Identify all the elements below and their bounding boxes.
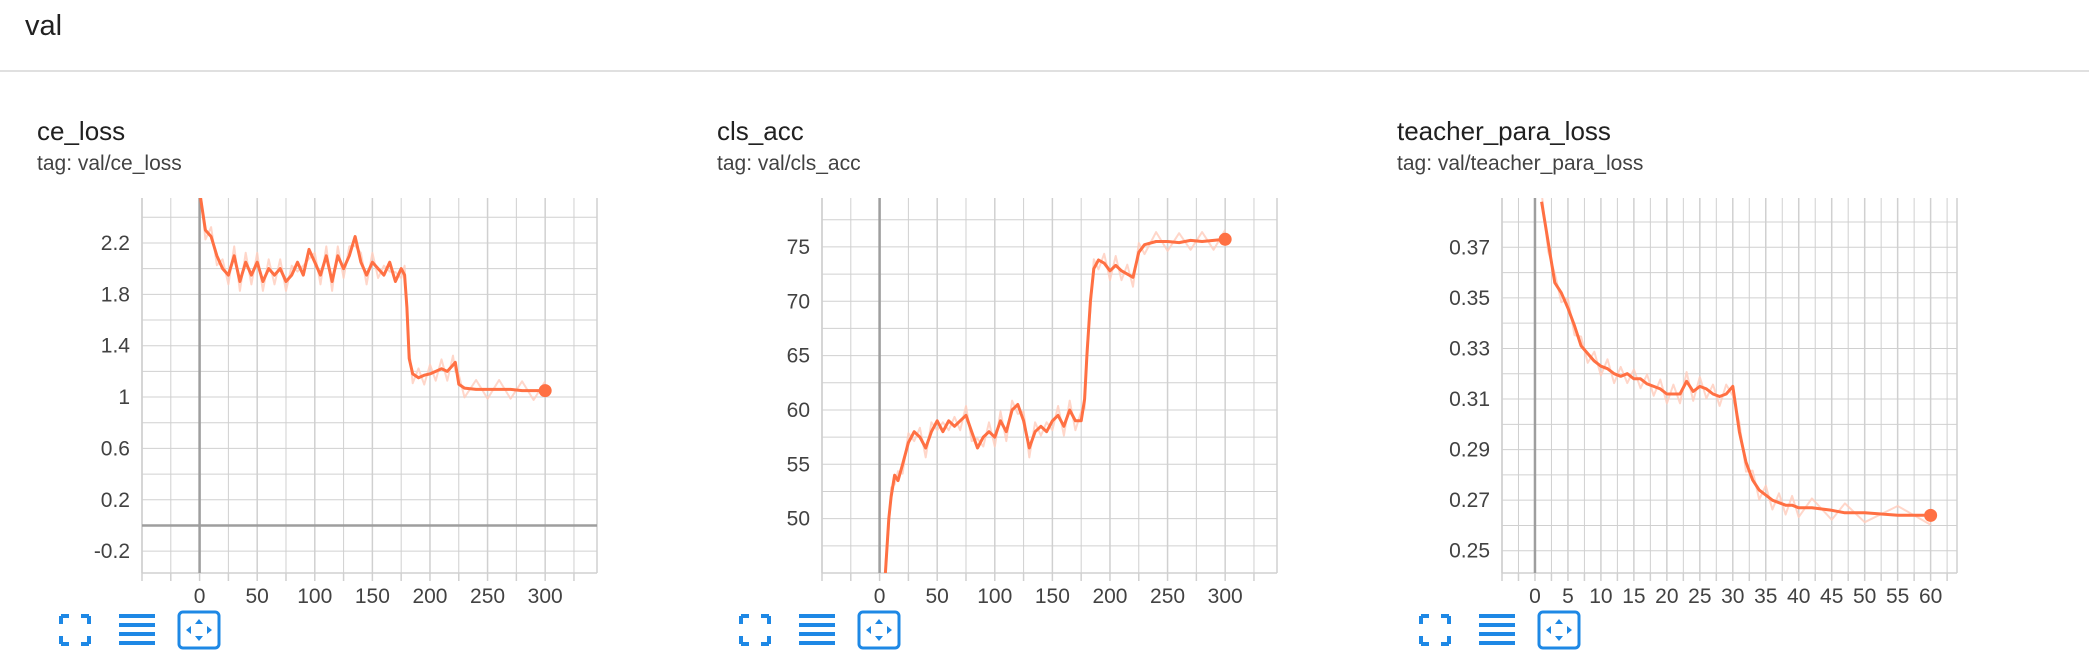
y-tick-label: 55 xyxy=(787,453,810,476)
x-tick-label: 0 xyxy=(1529,585,1541,608)
fit-domain-icon[interactable] xyxy=(1535,608,1583,652)
y-tick-label: 65 xyxy=(787,345,810,368)
x-tick-label: 35 xyxy=(1754,585,1777,608)
y-tick-label: 0.35 xyxy=(1449,287,1490,310)
x-tick-label: 60 xyxy=(1919,585,1942,608)
chart-card-teacher-para-loss: teacher_para_loss tag: val/teacher_para_… xyxy=(1397,108,2017,664)
x-tick-label: 200 xyxy=(412,585,447,608)
fullscreen-icon[interactable] xyxy=(731,608,779,652)
x-tick-label: 25 xyxy=(1688,585,1711,608)
y-tick-label: 0.27 xyxy=(1449,489,1490,512)
series-line-raw xyxy=(884,229,1227,564)
last-point-marker xyxy=(538,384,552,398)
y-tick-label: 70 xyxy=(787,290,810,313)
x-tick-label: 45 xyxy=(1820,585,1843,608)
x-tick-label: 150 xyxy=(355,585,390,608)
chart-toolbar xyxy=(37,608,657,658)
y-tick-label: 2.2 xyxy=(101,232,130,255)
x-tick-label: 15 xyxy=(1622,585,1645,608)
fullscreen-icon[interactable] xyxy=(51,608,99,652)
chart-toolbar xyxy=(1397,608,2017,658)
x-tick-label: 300 xyxy=(1208,585,1243,608)
chart-title: cls_acc xyxy=(717,116,804,146)
x-tick-label: 0 xyxy=(874,585,886,608)
series-group xyxy=(1540,198,1932,526)
section-header: val xyxy=(0,0,2089,72)
y-tick-label: 1.4 xyxy=(101,335,131,358)
x-tick-label: 5 xyxy=(1562,585,1574,608)
chart-toolbar xyxy=(717,608,1337,658)
x-tick-label: 10 xyxy=(1589,585,1612,608)
y-tick-label: 75 xyxy=(787,236,810,259)
x-tick-label: 200 xyxy=(1092,585,1127,608)
chart-plot-ce-loss[interactable]: 0 50 100 150 200 250 300 -0.2 0.2 0.6 1 1.4 1.8 2.2 xyxy=(37,188,657,608)
y-tick-label: 0.37 xyxy=(1449,236,1490,259)
x-tick-label: 50 xyxy=(246,585,269,608)
chart-tag: tag: val/ce_loss xyxy=(37,152,182,175)
y-tick-label: 60 xyxy=(787,399,810,422)
toggle-log-icon[interactable] xyxy=(1473,608,1521,652)
fit-domain-icon[interactable] xyxy=(175,608,223,652)
y-tick-label: 1.8 xyxy=(101,283,130,306)
last-point-marker xyxy=(1924,508,1938,522)
chart-tag: tag: val/teacher_para_loss xyxy=(1397,152,1644,175)
chart-title: ce_loss xyxy=(37,116,126,146)
series-group xyxy=(883,229,1227,573)
toggle-log-icon[interactable] xyxy=(793,608,841,652)
x-tick-label: 150 xyxy=(1035,585,1070,608)
y-tick-label: 50 xyxy=(787,508,810,531)
section-title: val xyxy=(25,10,63,42)
chart-card-cls-acc: cls_acc tag: val/cls_acc 0 50 100 150 200 250… xyxy=(717,108,1337,664)
chart-plot-teacher-para-loss[interactable]: 0 5 10 15 20 25 30 35 40 45 50 55 60 0.25 0.27 0.29 0.31… xyxy=(1397,188,2017,608)
y-tick-label: 0.31 xyxy=(1449,388,1490,411)
series-line xyxy=(1540,201,1931,517)
y-tick-label: 0.33 xyxy=(1449,337,1490,360)
last-point-marker xyxy=(1218,232,1232,246)
chart-plot-cls-acc[interactable]: 0 50 100 150 200 250 300 50 55 60 65 70 75 xyxy=(717,188,1337,608)
y-tick-label: 0.6 xyxy=(101,437,130,460)
x-tick-label: 250 xyxy=(1150,585,1185,608)
x-tick-label: 20 xyxy=(1655,585,1678,608)
chart-card-ce-loss: ce_loss tag: val/ce_loss 0 50 100 150 200 250… xyxy=(37,108,657,664)
x-tick-label: 300 xyxy=(528,585,563,608)
x-tick-label: 0 xyxy=(194,585,206,608)
y-tick-label: 0.2 xyxy=(101,489,130,512)
x-tick-label: 40 xyxy=(1787,585,1810,608)
series-line xyxy=(199,198,546,393)
y-tick-label: 1 xyxy=(118,386,130,409)
x-tick-label: 50 xyxy=(1853,585,1876,608)
x-tick-label: 50 xyxy=(926,585,949,608)
toggle-log-icon[interactable] xyxy=(113,608,161,652)
x-tick-label: 55 xyxy=(1886,585,1909,608)
x-tick-label: 250 xyxy=(470,585,505,608)
y-tick-label: 0.25 xyxy=(1449,540,1490,563)
y-tick-label: 0.29 xyxy=(1449,439,1490,462)
series-line xyxy=(883,237,1226,573)
fit-domain-icon[interactable] xyxy=(855,608,903,652)
y-tick-label: -0.2 xyxy=(94,540,130,563)
x-tick-label: 30 xyxy=(1721,585,1744,608)
series-group xyxy=(199,198,547,401)
x-tick-label: 100 xyxy=(977,585,1012,608)
chart-title: teacher_para_loss xyxy=(1397,116,1611,146)
x-tick-label: 100 xyxy=(297,585,332,608)
fullscreen-icon[interactable] xyxy=(1411,608,1459,652)
chart-tag: tag: val/cls_acc xyxy=(717,152,861,175)
